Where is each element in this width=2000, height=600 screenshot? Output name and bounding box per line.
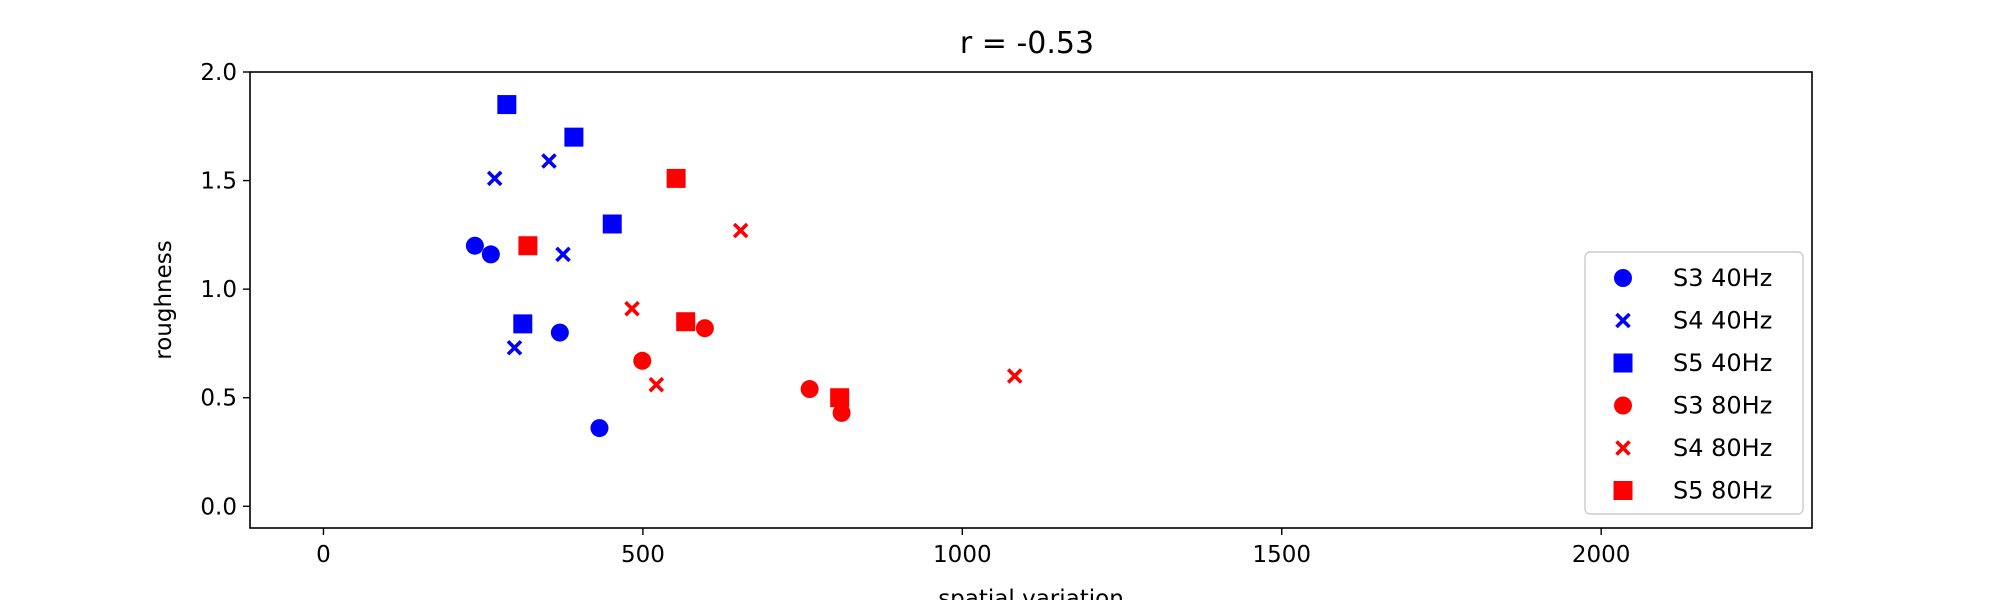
series-s3-40hz bbox=[465, 236, 609, 438]
legend-marker bbox=[1615, 440, 1631, 456]
y-tick-label: 1.5 bbox=[200, 169, 237, 195]
data-point bbox=[518, 236, 538, 256]
data-point bbox=[564, 127, 584, 147]
data-point bbox=[465, 236, 484, 255]
data-point bbox=[555, 246, 571, 263]
y-tick-label: 1.0 bbox=[200, 277, 237, 303]
series-s4-80hz bbox=[624, 222, 1023, 393]
data-point bbox=[590, 419, 609, 438]
legend-label: S3 40Hz bbox=[1673, 264, 1772, 292]
series-s5-40hz bbox=[497, 95, 622, 334]
legend-marker bbox=[1615, 312, 1631, 329]
x-tick-label: 500 bbox=[621, 542, 665, 568]
x-axis: 0 500 1000 1500 2000 bbox=[316, 528, 1630, 568]
legend-label: S3 80Hz bbox=[1673, 392, 1772, 420]
data-point bbox=[1006, 368, 1023, 384]
data-point bbox=[830, 388, 850, 408]
data-point bbox=[732, 222, 749, 239]
data-point bbox=[633, 351, 652, 370]
y-tick-label: 0.0 bbox=[200, 494, 237, 520]
data-point bbox=[666, 168, 686, 188]
legend-item: S3 80Hz bbox=[1614, 392, 1772, 420]
legend-label: S5 40Hz bbox=[1673, 349, 1772, 377]
x-tick-label: 1000 bbox=[933, 542, 992, 568]
legend: S3 40Hz S4 40Hz S5 40Hz S3 80Hz S4 80Hz S5 80… bbox=[1584, 251, 1804, 515]
data-point bbox=[550, 323, 569, 342]
legend-marker bbox=[1614, 396, 1632, 415]
legend-label: S4 40Hz bbox=[1673, 307, 1772, 335]
legend-box bbox=[1584, 251, 1804, 515]
data-point bbox=[602, 214, 622, 234]
y-axis-label: roughness bbox=[151, 240, 177, 359]
chart-title: r = -0.53 bbox=[960, 26, 1094, 61]
data-points bbox=[465, 95, 1023, 438]
legend-item: S5 80Hz bbox=[1613, 477, 1772, 505]
x-tick-label: 1500 bbox=[1252, 542, 1311, 568]
data-point bbox=[506, 339, 523, 356]
y-tick-label: 0.5 bbox=[200, 386, 237, 412]
legend-marker bbox=[1613, 353, 1633, 373]
y-tick-label: 2.0 bbox=[200, 60, 237, 86]
data-point bbox=[486, 170, 503, 187]
data-point bbox=[676, 312, 696, 332]
x-tick-label: 2000 bbox=[1572, 542, 1631, 568]
data-point bbox=[800, 380, 819, 399]
data-point bbox=[832, 403, 851, 422]
legend-item: S4 40Hz bbox=[1615, 307, 1772, 335]
legend-item: S3 40Hz bbox=[1614, 264, 1772, 292]
series-s5-80hz bbox=[518, 168, 850, 408]
data-point bbox=[481, 245, 500, 264]
data-point bbox=[513, 314, 533, 334]
legend-label: S5 80Hz bbox=[1673, 477, 1772, 505]
y-axis: 0.0 0.5 1.0 1.5 2.0 bbox=[200, 60, 250, 520]
legend-marker bbox=[1613, 481, 1633, 500]
x-axis-label: spatial variation bbox=[938, 586, 1124, 600]
legend-item: S4 80Hz bbox=[1615, 434, 1772, 462]
series-s3-80hz bbox=[633, 319, 851, 422]
data-point bbox=[695, 319, 714, 338]
data-point bbox=[497, 95, 517, 115]
legend-label: S4 80Hz bbox=[1673, 434, 1772, 462]
data-point bbox=[541, 153, 557, 169]
x-tick-label: 0 bbox=[316, 542, 331, 568]
legend-item: S5 40Hz bbox=[1613, 349, 1772, 377]
data-point bbox=[648, 376, 665, 393]
legend-marker bbox=[1614, 269, 1632, 287]
data-point bbox=[624, 300, 640, 317]
series-s4-40hz bbox=[486, 153, 571, 356]
plot-area bbox=[249, 71, 1813, 529]
